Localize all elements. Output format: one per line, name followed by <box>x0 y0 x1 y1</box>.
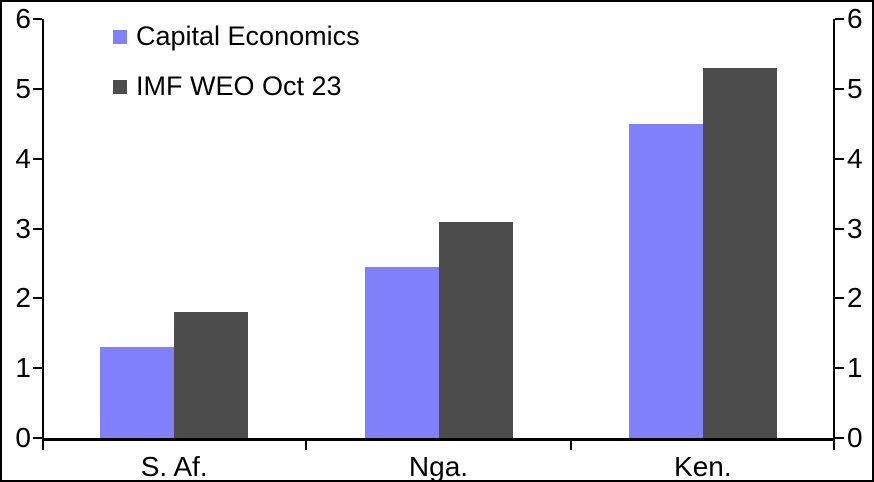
x-axis-line <box>42 438 835 441</box>
x-category-label: S. Af. <box>140 451 208 482</box>
y-tick-label-left: 3 <box>15 212 31 244</box>
y-tick-right <box>835 227 844 230</box>
bar-capital-economics-1 <box>100 347 175 438</box>
y-tick-label-right: 2 <box>847 282 863 314</box>
y-tick-left <box>33 227 42 230</box>
x-tick <box>833 441 835 450</box>
y-tick-left <box>33 18 42 20</box>
y-tick-label-left: 1 <box>15 352 31 384</box>
legend-swatch-capital-economics <box>113 29 127 44</box>
x-category-label: Ken. <box>674 451 732 482</box>
y-tick-left <box>33 297 42 300</box>
y-tick-right <box>835 367 844 370</box>
y-tick-label-left: 0 <box>15 422 31 453</box>
legend-swatch-imf-weo <box>113 79 127 94</box>
x-tick <box>42 441 44 450</box>
y-tick-right <box>835 157 844 160</box>
bar-capital-economics-3 <box>628 123 703 438</box>
y-tick-label-left: 4 <box>15 142 31 174</box>
legend-label: Capital Economics <box>136 21 360 51</box>
legend-item: IMF WEO Oct 23 <box>113 73 342 100</box>
x-category-label: Nga. <box>408 451 469 482</box>
y-tick-label-right: 1 <box>847 352 863 384</box>
bar-imf-weo-2 <box>438 221 513 438</box>
y-tick-left <box>33 157 42 160</box>
bar-imf-weo-3 <box>702 67 777 438</box>
y-tick-label-right: 0 <box>847 422 863 453</box>
legend-item: Capital Economics <box>113 23 360 50</box>
legend-label: IMF WEO Oct 23 <box>136 71 342 101</box>
y-tick-label-right: 4 <box>847 142 863 174</box>
y-tick-right <box>835 297 844 300</box>
y-tick-label-left: 6 <box>15 3 31 34</box>
y-tick-label-left: 5 <box>15 72 31 104</box>
y-tick-left <box>33 87 42 90</box>
y-tick-right <box>835 437 844 439</box>
y-tick-right <box>835 18 844 20</box>
x-tick <box>305 441 308 450</box>
bar-capital-economics-2 <box>364 266 439 438</box>
bar-imf-weo-1 <box>174 312 249 438</box>
y-tick-right <box>835 87 844 90</box>
y-tick-label-left: 2 <box>15 282 31 314</box>
y-tick-label-right: 3 <box>847 212 863 244</box>
y-tick-label-right: 5 <box>847 72 863 104</box>
x-tick <box>569 441 572 450</box>
y-tick-left <box>33 437 42 439</box>
y-axis-line-left <box>42 19 44 441</box>
y-tick-label-right: 6 <box>847 3 863 34</box>
y-axis-line-right <box>833 19 835 441</box>
y-tick-left <box>33 367 42 370</box>
